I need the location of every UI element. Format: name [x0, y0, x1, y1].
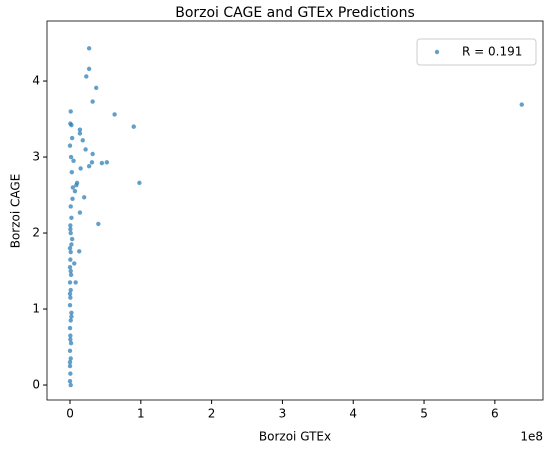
y-tick-label: 4 [32, 74, 40, 88]
point [67, 246, 73, 251]
point [67, 379, 73, 384]
point [68, 295, 73, 300]
x-axis-label: Borzoi GTEx [259, 430, 331, 444]
point [99, 160, 105, 166]
point [71, 158, 76, 164]
point [86, 46, 92, 51]
point [67, 348, 73, 354]
y-tick-label: 3 [32, 150, 40, 164]
point [72, 189, 78, 194]
legend-box [416, 38, 537, 66]
point [137, 180, 142, 186]
point [70, 185, 76, 190]
point [73, 280, 78, 285]
chart-title: Borzoi CAGE and GTEx Predictions [175, 5, 415, 21]
point [77, 127, 83, 132]
point [67, 265, 73, 270]
point [68, 121, 73, 126]
point [69, 310, 74, 316]
x-tick-label: 4 [349, 407, 357, 421]
point [69, 314, 74, 319]
legend-label: R = 0.191 [462, 45, 522, 59]
point [519, 102, 524, 107]
x-offset-label: 1e8 [520, 430, 543, 444]
point [94, 85, 99, 91]
point [77, 210, 83, 215]
point [67, 291, 73, 297]
point [68, 257, 73, 262]
point [68, 371, 73, 376]
point [68, 227, 73, 232]
point [68, 154, 74, 160]
point [77, 249, 82, 254]
point [68, 204, 73, 209]
point [74, 182, 79, 188]
y-axis-label: Borzoi CAGE [9, 174, 23, 249]
point [67, 143, 73, 148]
point [67, 303, 73, 308]
x-tick-label: 0 [66, 407, 74, 421]
x-tick-label: 5 [420, 407, 428, 421]
point [68, 382, 73, 388]
point [86, 66, 92, 72]
point [69, 170, 74, 175]
y-tick-label: 2 [32, 226, 40, 240]
point [68, 287, 73, 293]
point [67, 360, 73, 365]
point [67, 363, 73, 369]
point [69, 215, 74, 221]
point [104, 160, 110, 165]
point [68, 333, 73, 338]
point [68, 337, 73, 342]
point [68, 230, 73, 236]
point [80, 138, 85, 143]
point [90, 151, 95, 157]
point [68, 272, 74, 278]
x-tick-label: 2 [208, 407, 216, 421]
point [83, 147, 88, 152]
point [77, 131, 83, 136]
x-tick-label: 3 [279, 407, 287, 421]
point [131, 124, 136, 129]
point [81, 195, 87, 200]
plot-frame [46, 20, 544, 401]
point [70, 196, 75, 202]
point [67, 280, 73, 285]
point [96, 221, 101, 227]
point [68, 249, 73, 255]
x-tick-label: 6 [491, 407, 499, 421]
point [89, 160, 95, 165]
point [72, 261, 77, 266]
point [86, 163, 92, 169]
point [69, 135, 75, 141]
point [68, 356, 73, 361]
y-tick-label: 0 [32, 378, 40, 392]
point [67, 325, 73, 331]
x-tick-label: 1 [137, 407, 145, 421]
y-tick-label: 1 [32, 302, 40, 316]
point [68, 268, 73, 274]
point [68, 341, 74, 346]
point [69, 236, 75, 242]
point [68, 223, 73, 228]
point [68, 318, 73, 323]
point [69, 242, 74, 247]
point [90, 99, 95, 104]
point [112, 112, 117, 117]
point [84, 74, 89, 79]
point [68, 109, 73, 114]
point [78, 166, 83, 171]
legend-marker [434, 49, 440, 55]
